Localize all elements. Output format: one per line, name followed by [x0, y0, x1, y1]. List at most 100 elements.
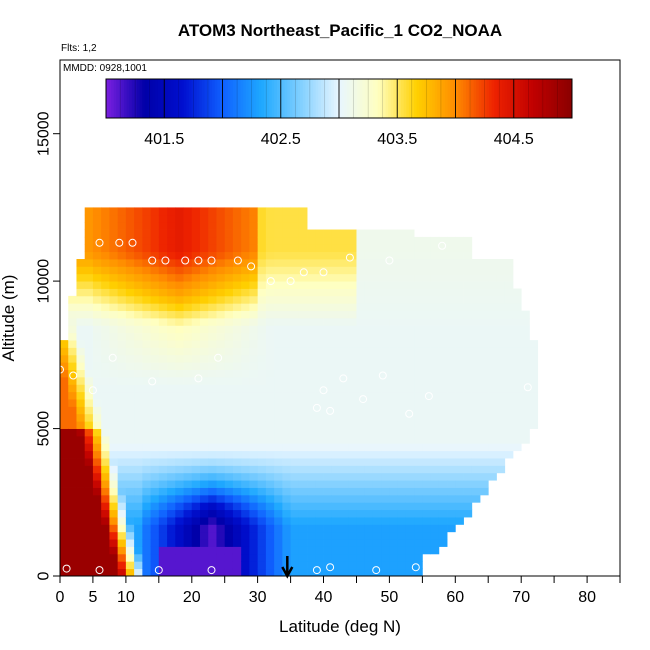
- colorbar-swatch: [375, 79, 379, 118]
- heatmap-cell: [76, 509, 86, 518]
- heatmap-cell: [414, 347, 423, 356]
- heatmap-cell: [381, 428, 390, 437]
- heatmap-cell: [298, 391, 308, 400]
- heatmap-cell: [257, 494, 267, 503]
- heatmap-cell: [356, 406, 366, 415]
- heatmap-cell: [348, 376, 357, 385]
- heatmap-cell: [216, 472, 226, 481]
- heatmap-cell: [389, 376, 399, 385]
- heatmap-cell: [356, 517, 366, 525]
- heatmap-cell: [134, 524, 143, 533]
- heatmap-cell: [405, 332, 415, 341]
- heatmap-cell: [430, 273, 440, 282]
- heatmap-cell: [84, 318, 94, 326]
- heatmap-cell: [265, 539, 275, 547]
- heatmap-cell: [438, 421, 448, 429]
- heatmap-cell: [298, 487, 308, 496]
- heatmap-cell: [414, 480, 423, 488]
- heatmap-cell: [422, 443, 431, 452]
- colorbar-swatch: [157, 79, 161, 118]
- heatmap-cell: [257, 347, 267, 356]
- heatmap-cell: [496, 406, 506, 415]
- heatmap-cell: [430, 539, 440, 547]
- heatmap-cell: [150, 472, 160, 481]
- heatmap-cell: [249, 332, 259, 341]
- heatmap-cell: [117, 494, 127, 503]
- colorbar-swatch: [245, 79, 249, 118]
- heatmap-cell: [282, 539, 291, 547]
- heatmap-cell: [84, 347, 94, 356]
- heatmap-cell: [389, 288, 399, 297]
- heatmap-cell: [183, 354, 193, 363]
- heatmap-cell: [150, 568, 160, 577]
- colorbar-swatch: [525, 79, 529, 118]
- heatmap-cell: [422, 391, 431, 400]
- heatmap-cell: [208, 524, 217, 533]
- heatmap-cell: [372, 428, 382, 437]
- heatmap-cell: [315, 458, 324, 466]
- heatmap-cell: [422, 428, 431, 437]
- heatmap-cell: [488, 362, 497, 370]
- colorbar-swatch: [217, 79, 221, 118]
- heatmap-cell: [232, 531, 242, 540]
- heatmap-cell: [175, 340, 184, 348]
- heatmap-cell: [232, 568, 242, 577]
- heatmap-cell: [265, 428, 275, 437]
- heatmap-cell: [381, 421, 390, 429]
- heatmap-cell: [142, 553, 151, 562]
- heatmap-cell: [430, 391, 440, 400]
- heatmap-cell: [76, 524, 86, 533]
- heatmap-cell: [430, 236, 440, 245]
- heatmap-cell: [191, 450, 201, 459]
- heatmap-cell: [200, 509, 209, 518]
- heatmap-cell: [290, 325, 300, 334]
- heatmap-cell: [274, 406, 283, 415]
- heatmap-cell: [331, 480, 341, 488]
- heatmap-cell: [142, 266, 151, 275]
- heatmap-cell: [282, 236, 291, 245]
- heatmap-cell: [488, 465, 497, 474]
- heatmap-cell: [92, 399, 102, 407]
- heatmap-cell: [348, 259, 357, 267]
- heatmap-cell: [134, 465, 143, 474]
- heatmap-cell: [68, 435, 77, 444]
- heatmap-cell: [348, 332, 357, 341]
- heatmap-cell: [257, 340, 267, 348]
- heatmap-cell: [389, 480, 399, 488]
- heatmap-cell: [471, 487, 481, 496]
- heatmap-cell: [117, 310, 127, 319]
- heatmap-cell: [397, 251, 407, 260]
- heatmap-cell: [463, 347, 473, 356]
- heatmap-cell: [274, 236, 283, 245]
- heatmap-cell: [109, 288, 119, 297]
- heatmap-cell: [109, 509, 119, 518]
- heatmap-cell: [290, 443, 300, 452]
- heatmap-cell: [397, 531, 407, 540]
- heatmap-cell: [117, 561, 127, 570]
- heatmap-cell: [307, 281, 316, 289]
- heatmap-cell: [142, 546, 151, 555]
- heatmap-cell: [183, 391, 193, 400]
- heatmap-cell: [60, 362, 69, 370]
- heatmap-cell: [471, 428, 481, 437]
- heatmap-cell: [142, 288, 151, 297]
- heatmap-cell: [504, 435, 514, 444]
- heatmap-cell: [397, 354, 407, 363]
- colorbar-swatch: [300, 79, 304, 118]
- heatmap-cell: [60, 421, 69, 429]
- heatmap-cell: [414, 281, 423, 289]
- heatmap-cell: [290, 332, 300, 341]
- heatmap-cell: [430, 509, 440, 518]
- heatmap-cell: [422, 340, 431, 348]
- heatmap-cell: [274, 465, 283, 474]
- heatmap-cell: [109, 251, 119, 260]
- heatmap-cell: [92, 236, 102, 245]
- heatmap-cell: [142, 524, 151, 533]
- heatmap-cell: [348, 318, 357, 326]
- heatmap-cell: [298, 340, 308, 348]
- heatmap-cell: [150, 561, 160, 570]
- heatmap-cell: [241, 340, 250, 348]
- heatmap-cell: [249, 413, 259, 422]
- heatmap-cell: [208, 295, 217, 304]
